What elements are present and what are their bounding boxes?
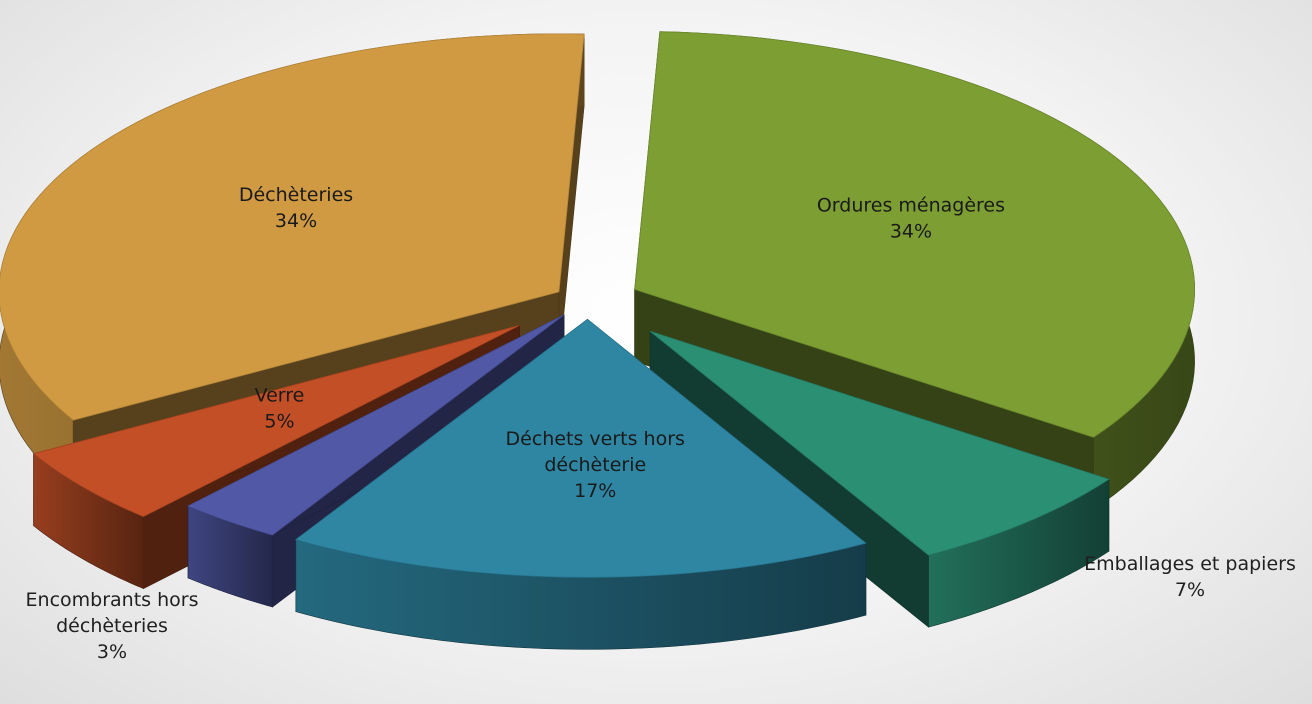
- slice-name-label: déchèteries: [56, 615, 168, 637]
- pie-slice-top: [634, 31, 1196, 438]
- slice-label-3: Déchets verts hors déchèterie 17%: [506, 428, 685, 502]
- pie-slice-top: [0, 33, 585, 421]
- slice-name-label: Verre: [255, 384, 305, 406]
- slice-percent-label: 17%: [574, 480, 616, 502]
- slice-percent-label: 34%: [275, 210, 317, 232]
- slice-percent-label: 5%: [264, 410, 294, 432]
- pie-slice-top: [649, 330, 1110, 556]
- slice-label-2: Emballages et papiers 7%: [1084, 553, 1296, 601]
- slice-label-6: Déchèteries 34%: [239, 184, 353, 232]
- slice-label-4: Encombrants hors déchèteries 3%: [26, 589, 199, 663]
- slice-name-label: Encombrants hors: [26, 589, 199, 611]
- slice-percent-label: 7%: [1175, 579, 1205, 601]
- slice-percent-label: 34%: [890, 221, 932, 243]
- slice-name-label: déchèterie: [544, 454, 646, 476]
- slice-label-1: Ordures ménagères 34%: [817, 195, 1005, 243]
- slice-name-label: Déchets verts hors: [506, 428, 685, 450]
- pie-slice-top: [294, 318, 867, 578]
- slice-label-5: Verre 5%: [255, 384, 305, 432]
- slice-name-label: Déchèteries: [239, 184, 353, 206]
- pie-slice-top: [187, 314, 565, 536]
- pie-slice-top: [32, 325, 520, 518]
- slice-percent-label: 3%: [97, 641, 127, 663]
- pie-slice-3: [294, 318, 867, 650]
- slice-name-label: Ordures ménagères: [817, 195, 1005, 217]
- slice-name-label: Emballages et papiers: [1084, 553, 1296, 575]
